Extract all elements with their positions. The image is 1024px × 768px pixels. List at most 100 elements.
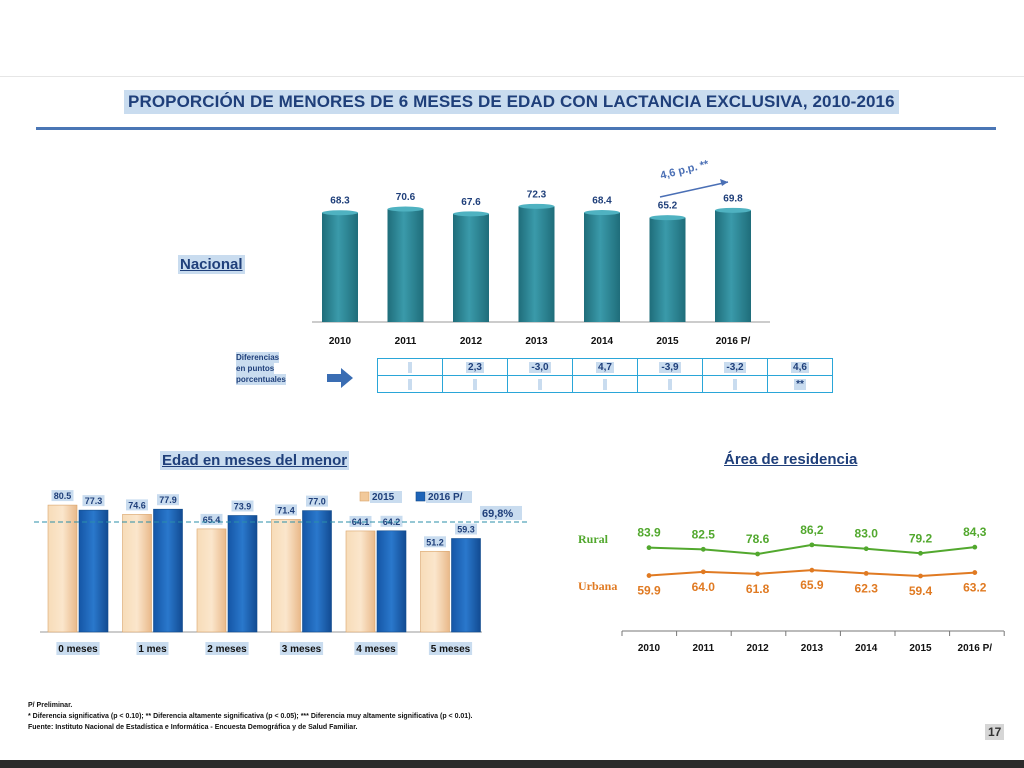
bar-top — [584, 210, 620, 216]
x-tick-label: 5 meses — [431, 644, 471, 655]
data-point — [755, 571, 760, 577]
bar-series-2 — [227, 515, 258, 633]
bar-series-1 — [47, 504, 78, 633]
x-tick-label: 4 meses — [356, 644, 396, 655]
data-label-bg — [424, 536, 446, 548]
bar-top — [715, 207, 751, 213]
data-point — [646, 545, 652, 551]
data-label: 61.8 — [746, 582, 770, 596]
data-point — [972, 570, 978, 575]
x-tick-label: 2013 — [525, 336, 548, 347]
sig-cell — [408, 378, 412, 390]
bar — [453, 213, 489, 322]
x-tick-bg — [56, 642, 100, 655]
top-divider — [0, 76, 1024, 77]
data-label: 65.9 — [800, 578, 824, 592]
data-point — [863, 570, 869, 576]
data-label-bg — [349, 515, 372, 527]
page-title: PROPORCIÓN DE MENORES DE 6 MESES DE EDAD… — [124, 90, 899, 114]
data-point — [646, 573, 652, 578]
series-label: Urbana — [578, 579, 617, 593]
diff-row-sig: ** — [377, 375, 833, 393]
bar-series-1 — [420, 550, 450, 633]
x-tick-bg — [354, 642, 398, 655]
bar-series-2 — [302, 510, 332, 633]
x-tick-label: 2013 — [801, 643, 824, 654]
x-tick-label: 2015 — [909, 643, 932, 654]
data-label-bg — [306, 495, 328, 507]
bar — [715, 210, 751, 322]
data-label: 72.3 — [527, 189, 547, 200]
diff-table: 2,3 -3,0 4,7 -3,9 -3,2 4,6 ** — [377, 358, 833, 393]
x-tick-label: 2011 — [692, 643, 714, 654]
footnotes: P/ Preliminar. * Diferencia significativ… — [28, 700, 472, 733]
bar — [584, 212, 620, 322]
bar — [387, 209, 424, 322]
x-tick-label: 3 meses — [282, 644, 322, 655]
data-point — [755, 551, 760, 557]
data-label: 74.6 — [128, 500, 146, 510]
data-point — [918, 550, 923, 556]
bar-series-2 — [78, 509, 109, 633]
bar — [322, 212, 358, 322]
data-label: 84,3 — [963, 525, 987, 539]
diff-cell: 2,3 — [466, 361, 484, 373]
bar-top — [322, 210, 358, 216]
data-label: 79.2 — [909, 531, 933, 545]
data-label: 63.2 — [963, 581, 987, 595]
data-label: 68.3 — [330, 196, 350, 207]
data-point — [700, 569, 706, 575]
data-label: 77.9 — [159, 495, 177, 505]
nacional-label: Nacional — [178, 255, 245, 274]
data-label: 77.3 — [85, 496, 103, 506]
data-label: 73.9 — [234, 501, 252, 511]
x-tick-label: 2012 — [746, 643, 769, 654]
bar-series-1 — [122, 514, 152, 633]
bar-series-1 — [196, 528, 227, 633]
data-label: 86,2 — [800, 523, 824, 537]
bar-top — [649, 215, 686, 221]
x-tick-label: 1 mes — [138, 644, 167, 655]
legend-swatch — [359, 491, 370, 502]
data-point — [918, 573, 923, 579]
data-point — [972, 544, 978, 550]
sig-cell: ** — [794, 378, 806, 390]
diff-cell: 4,6 — [791, 361, 809, 373]
data-label-bg — [157, 494, 179, 506]
diff-cell — [408, 361, 412, 373]
diff-cell: -3,2 — [724, 361, 746, 373]
data-label: 78.6 — [746, 532, 770, 546]
data-label: 64.0 — [692, 580, 716, 594]
x-tick-label: 2014 — [591, 336, 614, 347]
x-tick-bg — [428, 642, 473, 655]
bar — [518, 206, 555, 322]
data-label: 65.2 — [658, 201, 678, 212]
bar-series-2 — [451, 538, 481, 633]
diff-label: Diferencias en puntos porcentuales — [236, 352, 286, 385]
diff-label-line: Diferencias — [236, 352, 280, 363]
data-label: 83.0 — [855, 527, 879, 541]
data-label: 82.5 — [692, 527, 716, 541]
diff-cell: 4,7 — [596, 361, 614, 373]
data-point — [809, 542, 815, 548]
series-label: Rural — [578, 532, 609, 546]
data-point — [700, 546, 706, 552]
data-label-bg — [126, 499, 148, 511]
x-tick-bg — [205, 642, 249, 655]
reference-label: 69,8% — [482, 508, 513, 520]
footnote-line: P/ Preliminar. — [28, 702, 73, 709]
data-label: 62.3 — [855, 581, 879, 595]
data-label: 59.3 — [457, 525, 475, 535]
data-label: 67.6 — [461, 197, 481, 208]
data-label: 69.8 — [723, 193, 743, 204]
data-label: 64.2 — [383, 517, 401, 527]
x-tick-label: 2010 — [638, 643, 661, 654]
reference-label-bg — [480, 505, 522, 520]
sig-cell — [668, 378, 672, 390]
x-tick-label: 2010 — [329, 336, 352, 347]
data-label-bg — [200, 513, 223, 525]
legend-label: 2015 — [372, 492, 395, 503]
data-point — [863, 546, 869, 552]
x-tick-label: 2015 — [656, 336, 679, 347]
